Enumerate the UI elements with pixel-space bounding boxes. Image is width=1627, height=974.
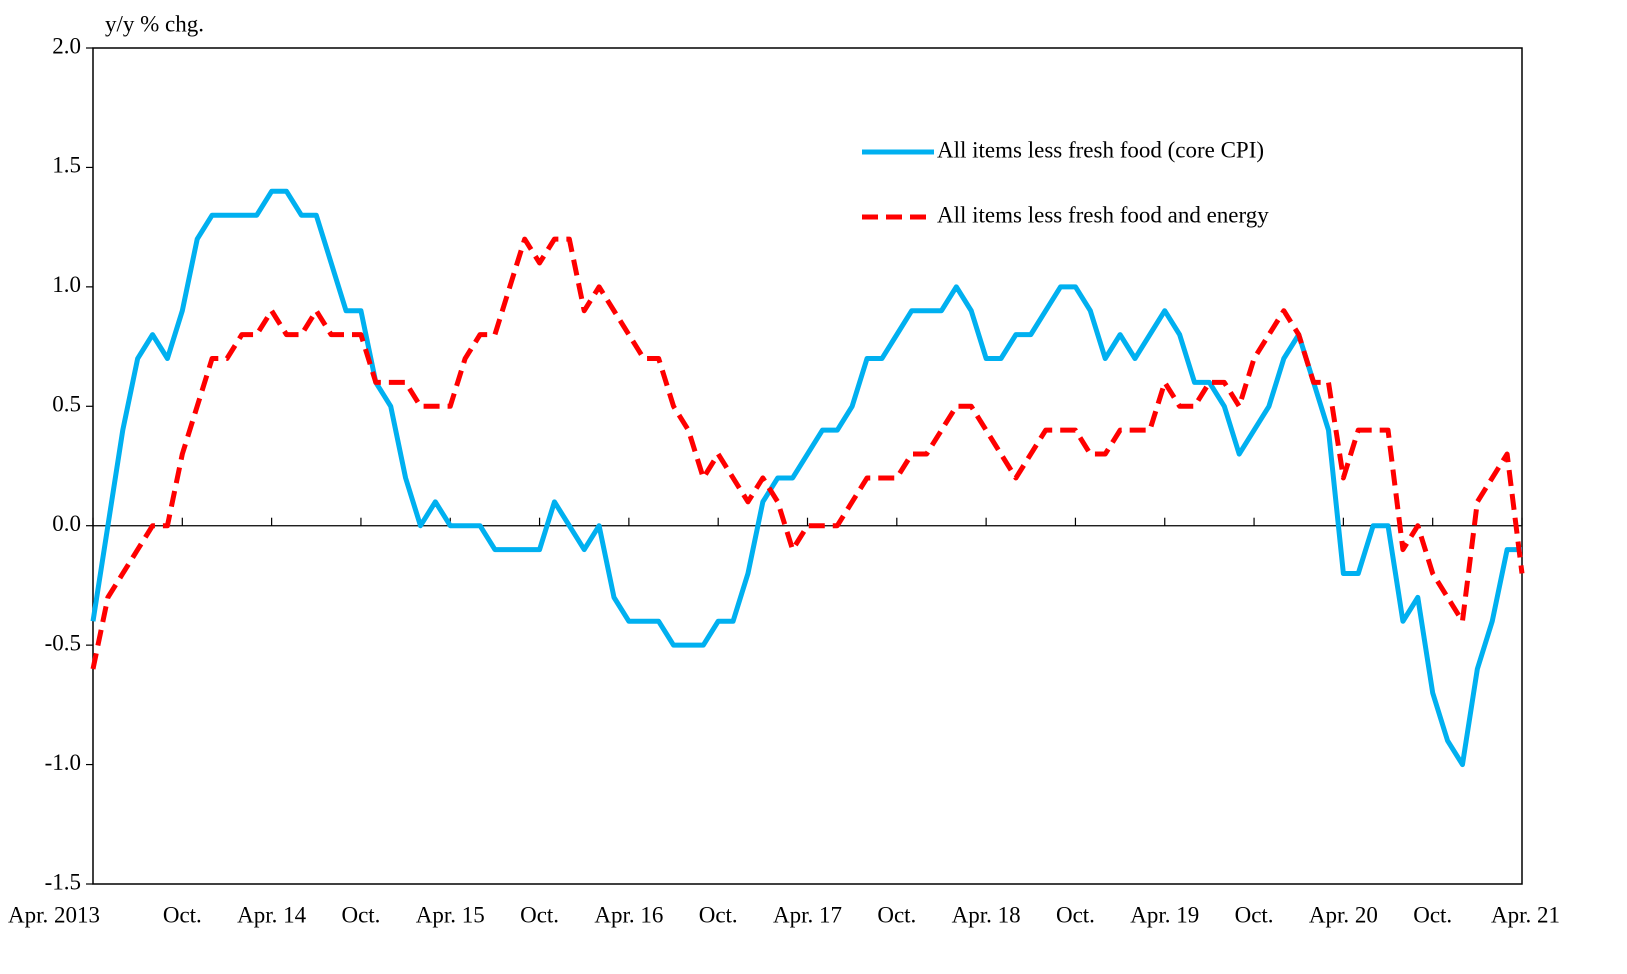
- x-tick-label: Apr. 17: [773, 902, 842, 927]
- x-tick-label: Apr. 19: [1130, 902, 1199, 927]
- x-tick-label: Apr. 21: [1491, 902, 1560, 927]
- x-tick-label: Apr. 14: [237, 902, 307, 927]
- y-tick-label: 1.0: [52, 272, 81, 297]
- y-tick-label: 0.5: [52, 392, 81, 417]
- x-tick-label: Oct.: [699, 902, 738, 927]
- y-tick-label: -1.5: [45, 869, 81, 894]
- y-tick-label: 0.0: [52, 511, 81, 536]
- x-tick-label: Oct.: [1413, 902, 1452, 927]
- x-tick-label: Oct.: [1056, 902, 1095, 927]
- x-tick-label: Apr. 2013: [8, 902, 100, 927]
- series-line: [90, 188, 1522, 768]
- x-tick-label: Oct.: [163, 902, 202, 927]
- y-tick-label: -0.5: [45, 630, 81, 655]
- y-tick-label: 1.5: [52, 153, 81, 178]
- y-axis-label: y/y % chg.: [105, 11, 204, 36]
- x-tick-label: Oct.: [1235, 902, 1274, 927]
- y-tick-label: 2.0: [52, 33, 81, 58]
- legend-label: All items less fresh food and energy: [937, 202, 1269, 227]
- y-tick-label: -1.0: [45, 750, 81, 775]
- series-line: [90, 236, 1525, 670]
- legend-label: All items less fresh food (core CPI): [937, 137, 1264, 162]
- x-tick-label: Apr. 15: [416, 902, 485, 927]
- x-tick-label: Apr. 16: [594, 902, 663, 927]
- plot-frame: [92, 47, 1523, 885]
- x-tick-label: Apr. 18: [952, 902, 1021, 927]
- x-tick-label: Oct.: [520, 902, 559, 927]
- x-tick-label: Oct.: [877, 902, 916, 927]
- x-tick-label: Apr. 20: [1309, 902, 1378, 927]
- x-tick-label: Oct.: [341, 902, 380, 927]
